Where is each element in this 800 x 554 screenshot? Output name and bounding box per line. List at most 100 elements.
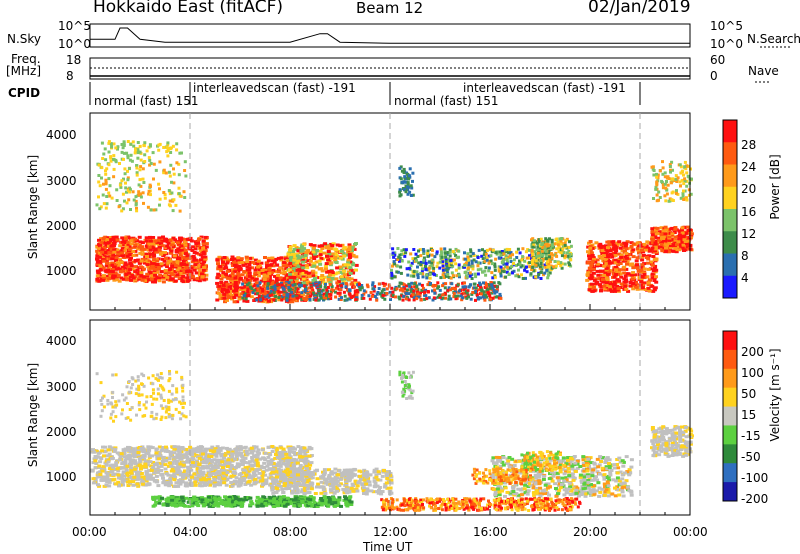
scatter-cell (682, 238, 687, 242)
scatter-cell (101, 278, 106, 282)
scatter-cell (149, 184, 152, 188)
scatter-cell (540, 249, 544, 253)
scatter-cell (137, 261, 142, 265)
scatter-cell (385, 287, 389, 291)
scatter-cell (196, 243, 201, 247)
scatter-cell (257, 457, 262, 461)
scatter-cell (462, 285, 466, 289)
scatter-cell (138, 178, 142, 182)
scatter-cell (592, 289, 597, 293)
scatter-cell (504, 250, 508, 254)
scatter-cell (102, 152, 106, 156)
scatter-cell (131, 483, 136, 487)
scatter-cell (602, 273, 606, 277)
scatter-cell (488, 294, 492, 298)
scatter-cell (192, 278, 197, 282)
scatter-cell (549, 264, 553, 268)
scatter-cell (408, 284, 412, 288)
scatter-cell (664, 249, 669, 253)
scatter-cell (125, 151, 129, 155)
scatter-cell (222, 296, 227, 300)
scatter-cell (181, 246, 185, 249)
scatter-cell (341, 252, 346, 255)
scatter-cell (236, 280, 241, 284)
scatter-cell (183, 252, 188, 256)
scatter-cell (107, 261, 112, 265)
scatter-cell (169, 272, 174, 276)
scatter-cell (514, 274, 518, 278)
scatter-cell (277, 453, 282, 457)
scatter-cell (569, 258, 573, 262)
xtick-2000: 20:00 (573, 525, 608, 539)
scatter-cell (474, 290, 477, 294)
scatter-cell (161, 280, 166, 284)
scatter-cell (199, 262, 204, 266)
scatter-cell (639, 280, 644, 284)
scatter-cell (280, 298, 284, 302)
scatter-cell (342, 290, 346, 294)
scatter-cell (126, 236, 131, 240)
scatter-cell (326, 275, 331, 279)
scatter-cell (448, 254, 452, 258)
scatter-cell (97, 243, 102, 246)
scatter-cell (390, 271, 394, 275)
scatter-cell (182, 268, 187, 272)
scatter-cell (101, 193, 105, 197)
scatter-cell (175, 268, 180, 272)
scatter-cell (288, 276, 293, 280)
scatter-cell (266, 286, 270, 290)
scatter-cell (587, 257, 592, 261)
scatter-cell (640, 286, 645, 290)
scatter-cell (406, 192, 410, 196)
scatter-cell (231, 268, 236, 272)
scatter-cell (466, 293, 470, 297)
scatter-cell (654, 268, 659, 272)
scatter-cell (683, 189, 687, 193)
scatter-cell (221, 260, 225, 264)
scatter-cell (524, 276, 527, 280)
scatter-cell (129, 208, 132, 211)
scatter-cell (323, 285, 327, 289)
scatter-cell (320, 269, 325, 273)
scatter-cell (530, 251, 534, 254)
scatter-cell (679, 196, 683, 200)
scatter-cell (232, 261, 237, 265)
scatter-cell (317, 281, 321, 285)
scatter-cell (256, 292, 260, 296)
scatter-cell (543, 271, 547, 275)
scatter-cell (286, 276, 290, 280)
scatter-cell (97, 238, 101, 242)
scatter-cell (126, 154, 130, 158)
scatter-cell (542, 273, 545, 277)
scatter-cell (124, 186, 128, 190)
scatter-cell (328, 283, 332, 286)
scatter-cell (274, 257, 279, 261)
scatter-cell (123, 266, 128, 270)
scatter-cell (419, 298, 423, 302)
scatter-cell (277, 296, 281, 299)
scatter-cell (219, 269, 224, 273)
scatter-cell (588, 248, 593, 252)
scatter-cell (118, 183, 122, 187)
scatter-cell (617, 252, 622, 256)
velocity-ytick-4000: 4000 (46, 334, 77, 348)
scatter-cell (230, 289, 234, 293)
scatter-cell (638, 283, 643, 287)
scatter-cell (109, 142, 113, 146)
scatter-cell (118, 244, 123, 248)
scatter-cell (214, 474, 219, 478)
scatter-cell (476, 256, 480, 259)
scatter-cell (331, 242, 336, 246)
scatter-cell (220, 290, 225, 294)
scatter-cell (147, 189, 151, 193)
scatter-cell (339, 284, 343, 288)
scatter-cell (477, 248, 481, 252)
scatter-cell (544, 265, 548, 269)
freq-unit: [MHz] (6, 64, 42, 78)
scatter-cell (300, 284, 303, 287)
scatter-cell (143, 153, 147, 157)
scatter-cell (128, 275, 133, 279)
scatter-cell (643, 288, 648, 291)
scatter-cell (325, 288, 329, 292)
